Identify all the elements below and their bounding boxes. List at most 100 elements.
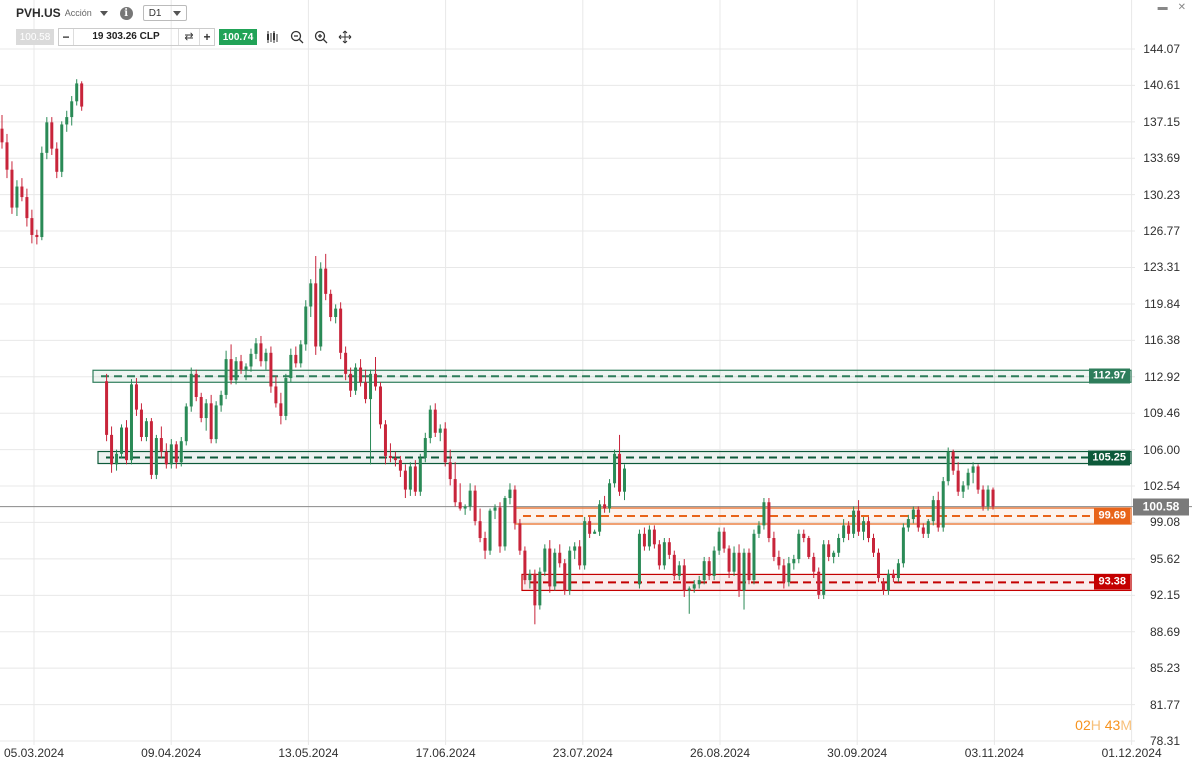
candle <box>896 559 900 583</box>
candle <box>548 540 552 593</box>
candle <box>359 359 363 387</box>
candle <box>5 133 9 179</box>
candle <box>971 462 975 484</box>
candle <box>354 363 358 395</box>
decrease-button[interactable]: − <box>62 30 70 44</box>
symbol-dropdown-chevron-down-icon[interactable] <box>99 10 108 16</box>
candle <box>618 434 622 496</box>
candle <box>797 529 801 564</box>
candle <box>573 542 577 560</box>
candle <box>344 346 348 381</box>
candle <box>289 348 293 383</box>
candle <box>209 394 213 444</box>
candle <box>528 569 532 589</box>
candle <box>732 546 736 576</box>
x-tick-label: 30.09.2024 <box>827 746 888 760</box>
candle <box>134 378 138 416</box>
candle <box>737 544 741 597</box>
candlestick-type-icon[interactable] <box>265 29 281 45</box>
candle <box>677 561 681 581</box>
candle-countdown-timer: 02H 43M <box>1075 717 1132 733</box>
candle <box>174 441 178 469</box>
candle <box>956 462 960 496</box>
candle <box>433 403 437 437</box>
candle <box>164 443 168 469</box>
y-tick-label: 144.07 <box>1143 42 1180 56</box>
candle <box>319 262 323 351</box>
candle <box>921 523 925 539</box>
price-level-tag: 105.25 <box>1088 450 1130 465</box>
candle <box>473 485 477 526</box>
candle <box>214 401 218 444</box>
candle <box>468 483 472 511</box>
move-crosshair-icon[interactable] <box>337 29 353 45</box>
chevron-down-icon <box>172 10 181 16</box>
candlestick-series <box>0 79 995 625</box>
timeframe-select[interactable]: D1 <box>142 5 187 21</box>
swap-arrows-icon[interactable]: ⇄ <box>179 29 200 45</box>
candle <box>349 367 353 397</box>
buy-price-button[interactable]: 100.74 <box>219 29 257 45</box>
candle <box>339 302 343 360</box>
candle <box>299 340 303 368</box>
candle <box>438 424 442 442</box>
candle <box>832 550 836 564</box>
candle <box>762 498 766 530</box>
candle <box>966 468 970 490</box>
candle <box>189 367 193 412</box>
y-tick-label: 112.92 <box>1144 369 1180 384</box>
candle <box>603 495 607 513</box>
candle <box>647 525 651 551</box>
candle <box>936 491 940 532</box>
candle <box>20 178 24 202</box>
candle <box>453 462 457 507</box>
candle <box>65 110 69 132</box>
candle <box>398 455 402 477</box>
candle <box>60 121 64 178</box>
candle <box>886 569 890 595</box>
info-icon[interactable]: i <box>119 6 133 20</box>
candle <box>911 506 915 524</box>
candle <box>837 533 841 557</box>
candle <box>314 255 318 355</box>
candle <box>692 580 696 593</box>
quantity-input[interactable]: 19 303.26 CLP <box>73 29 179 45</box>
y-tick-label: 109.46 <box>1143 406 1180 421</box>
candle <box>578 540 582 570</box>
candle <box>40 146 44 241</box>
candle <box>847 521 851 541</box>
candle <box>707 556 711 581</box>
candle <box>269 346 273 393</box>
candle <box>827 540 831 562</box>
quantity-stepper[interactable]: − 19 303.26 CLP ⇄ + <box>58 28 215 46</box>
candle <box>199 392 203 423</box>
candle <box>204 399 208 431</box>
support-resistance-zones <box>92 369 1132 592</box>
candle <box>752 529 756 585</box>
y-tick-label: 126.77 <box>1143 224 1180 239</box>
symbol-name[interactable]: PVH.US <box>16 6 61 20</box>
trade-toolbar: 100.58 − 19 303.26 CLP ⇄ + 100.74 <box>0 28 353 46</box>
increase-button[interactable]: + <box>203 30 211 44</box>
candle <box>642 527 646 551</box>
candle <box>10 161 14 214</box>
y-tick-label: 133.69 <box>1143 151 1180 166</box>
candle <box>857 500 861 536</box>
zoom-out-icon[interactable] <box>289 29 305 45</box>
y-tick-label: 99.08 <box>1149 515 1180 530</box>
candle <box>657 540 661 570</box>
candle <box>986 485 990 511</box>
zoom-in-icon[interactable] <box>313 29 329 45</box>
close-icon[interactable]: ✕ <box>1177 2 1186 13</box>
candle <box>792 554 796 570</box>
candle <box>304 300 308 351</box>
current-price-tag: 100.58 <box>1133 498 1189 516</box>
candle <box>498 502 502 553</box>
minimize-icon[interactable]: ▬ <box>1157 2 1168 13</box>
candle <box>687 586 691 614</box>
candle <box>125 420 128 465</box>
candle <box>159 426 163 459</box>
candle <box>782 559 786 589</box>
sell-price-button[interactable]: 100.58 <box>16 29 54 45</box>
